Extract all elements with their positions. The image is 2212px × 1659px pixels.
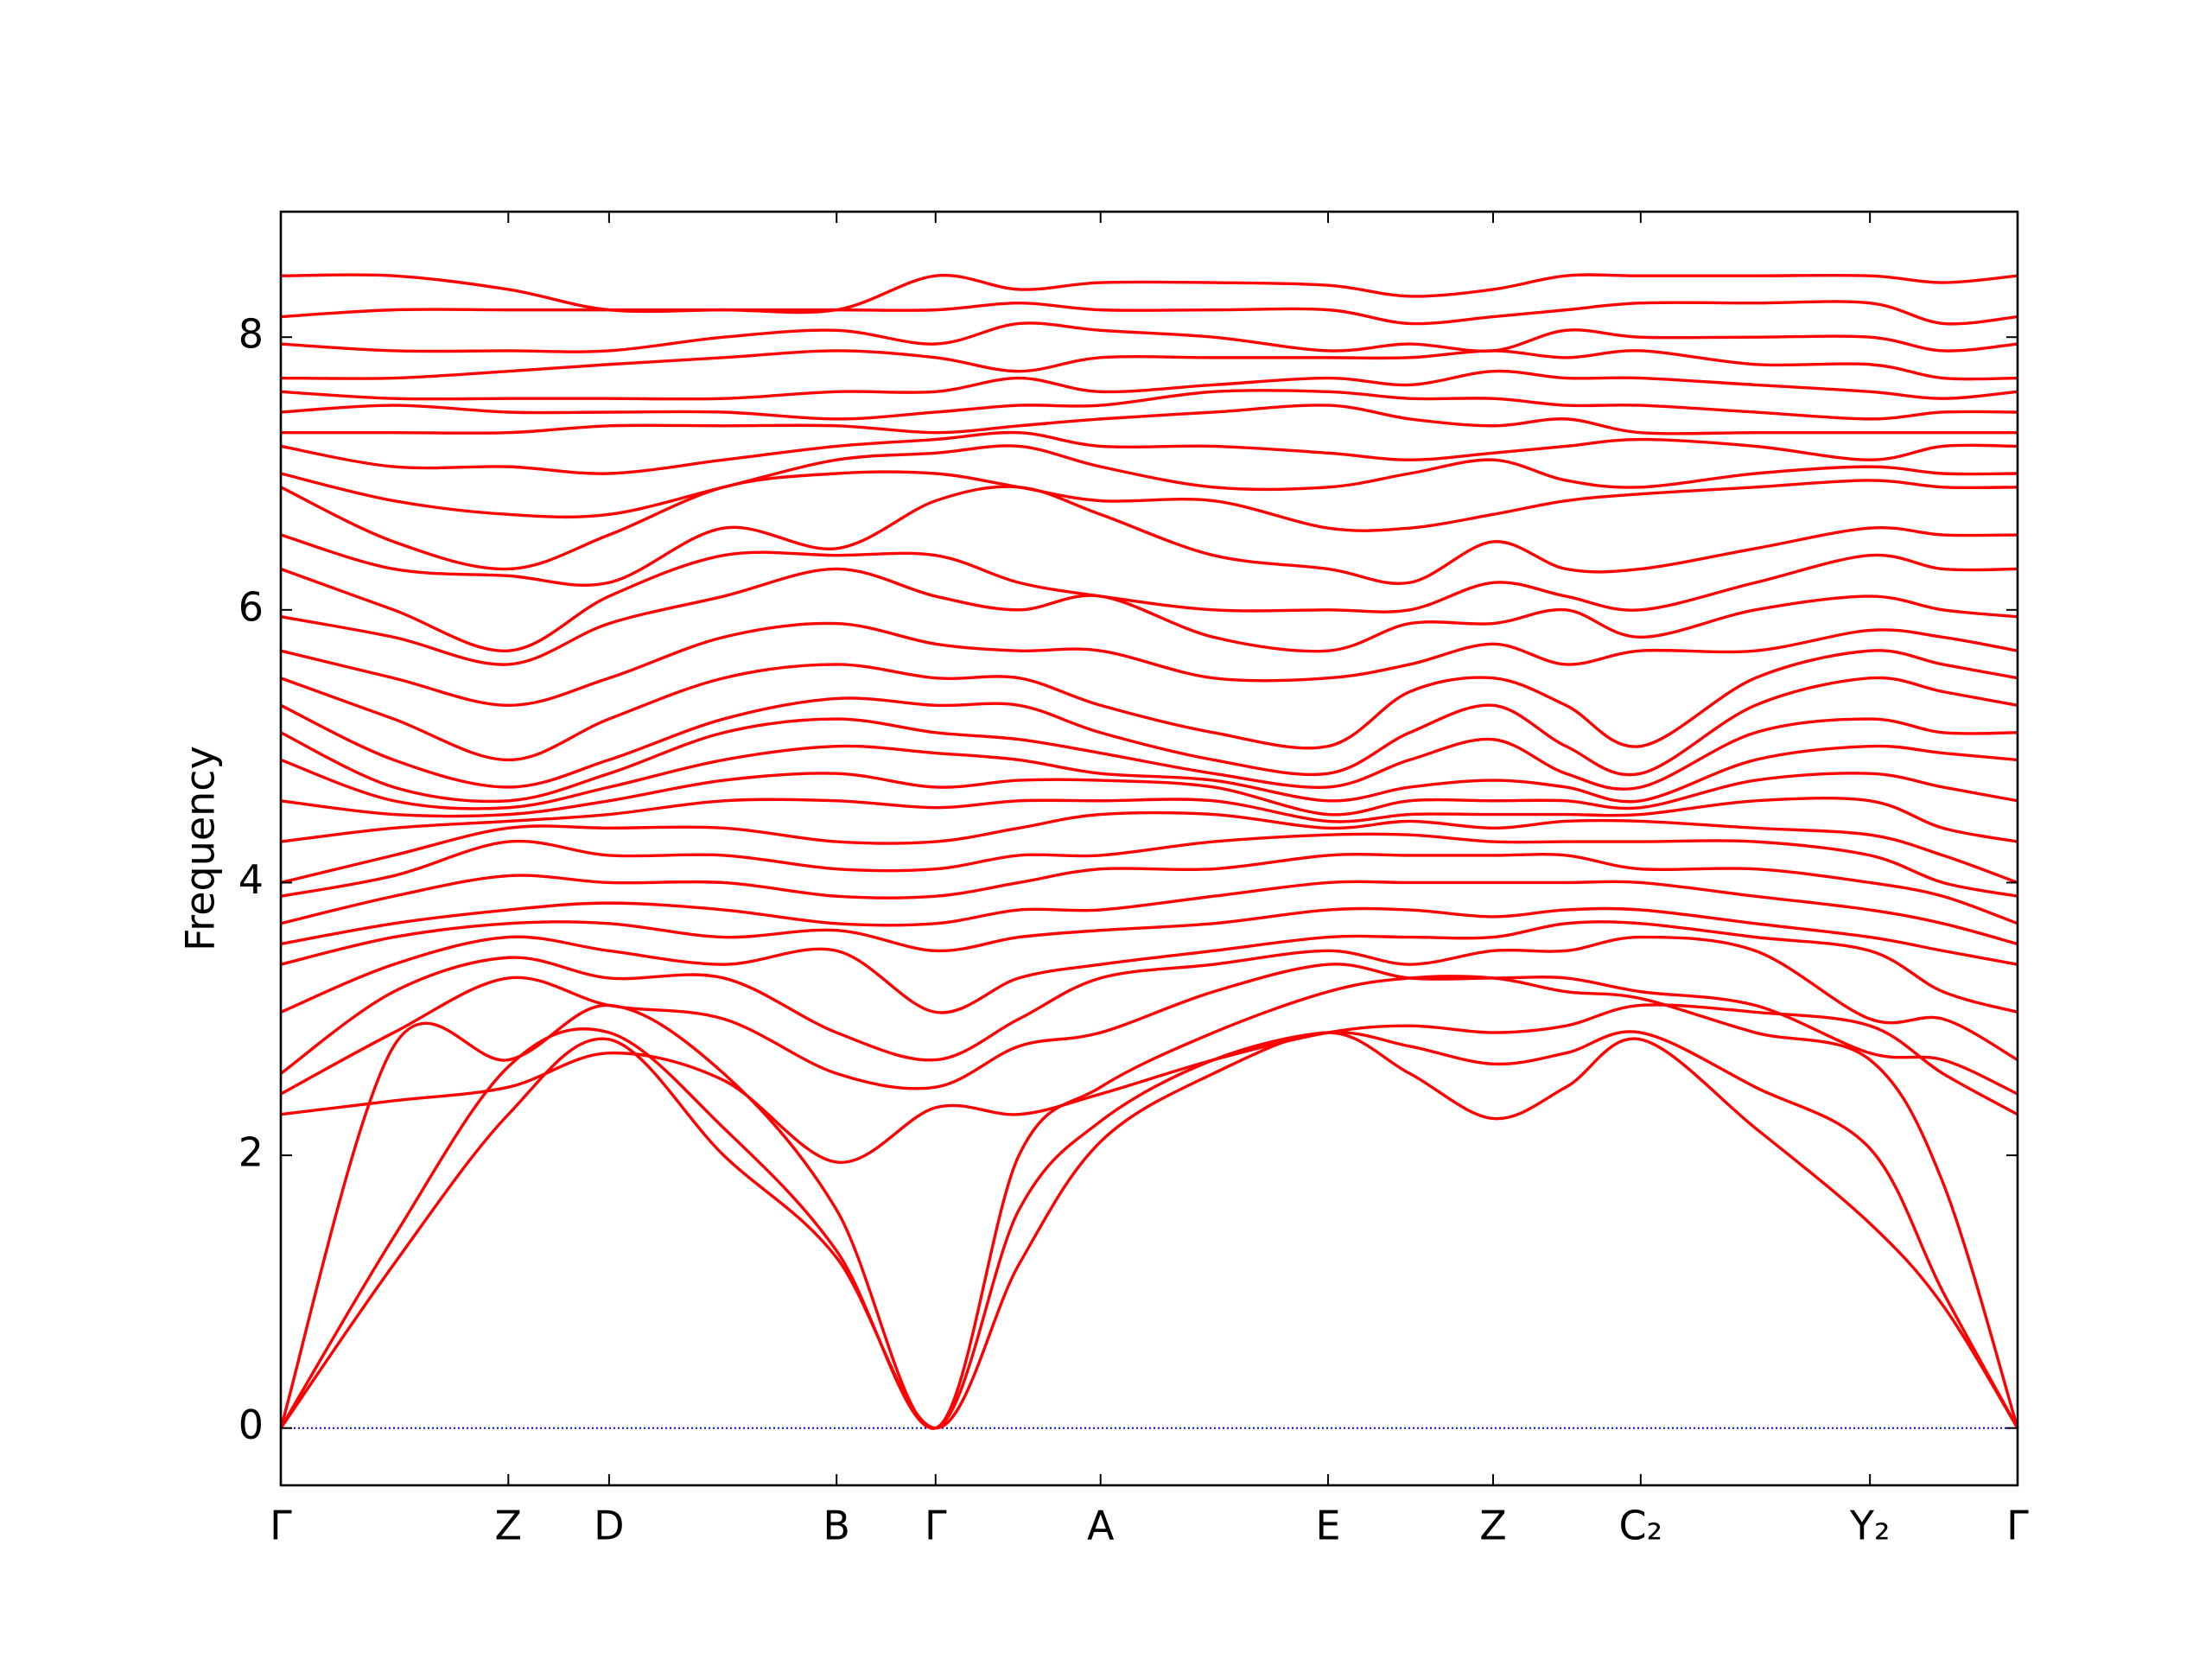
band-line	[280, 832, 2018, 898]
band-line	[280, 321, 2018, 353]
x-tick-label: Y₂	[1849, 1503, 1891, 1549]
band-line	[280, 744, 2018, 810]
band-line	[280, 444, 2018, 519]
x-tick-label: A	[1087, 1503, 1115, 1549]
x-tick-label: B	[823, 1503, 850, 1549]
band-line	[280, 772, 2018, 818]
band-line	[280, 906, 2018, 966]
band-line	[279, 975, 2019, 1430]
band-line	[280, 810, 2018, 885]
band-line	[280, 369, 2018, 401]
band-line	[280, 935, 2018, 1075]
band-line	[280, 430, 2018, 475]
plot-frame	[279, 210, 2019, 1487]
band-line	[280, 273, 2018, 315]
band-line	[280, 920, 2018, 1014]
band-line	[279, 1027, 2019, 1430]
x-tick-label: Z	[1479, 1503, 1507, 1549]
x-tick-label: Γ	[270, 1503, 292, 1549]
y-tick-label: 2	[238, 1129, 264, 1176]
band-line	[280, 853, 2018, 925]
band-line	[280, 470, 2018, 571]
band-line	[280, 349, 2018, 381]
band-line	[280, 649, 2018, 762]
band-line	[280, 621, 2018, 707]
band-line	[280, 300, 2018, 326]
band-line	[280, 389, 2018, 421]
band-line	[280, 1003, 2018, 1164]
band-line	[280, 567, 2018, 666]
y-tick-label: 6	[238, 583, 264, 630]
band-line	[279, 1031, 2019, 1430]
band-line	[280, 717, 2018, 804]
y-tick-label: 8	[238, 311, 264, 358]
x-tick-label: Z	[495, 1503, 523, 1549]
y-axis-label: Frequency	[177, 746, 224, 951]
x-tick-label: C₂	[1619, 1503, 1663, 1549]
x-tick-label: Γ	[925, 1503, 947, 1549]
x-tick-label: Γ	[2006, 1503, 2029, 1549]
band-line	[280, 963, 2018, 1096]
x-tick-label: E	[1315, 1503, 1340, 1549]
x-tick-label: D	[594, 1503, 624, 1549]
band-line	[280, 550, 2018, 652]
band-line	[280, 880, 2018, 946]
y-tick-label: 4	[238, 856, 264, 903]
band-line	[280, 797, 2018, 843]
band-line	[280, 485, 2018, 587]
y-tick-label: 0	[238, 1402, 264, 1448]
band-line	[281, 404, 2018, 435]
band-line	[280, 676, 2018, 789]
